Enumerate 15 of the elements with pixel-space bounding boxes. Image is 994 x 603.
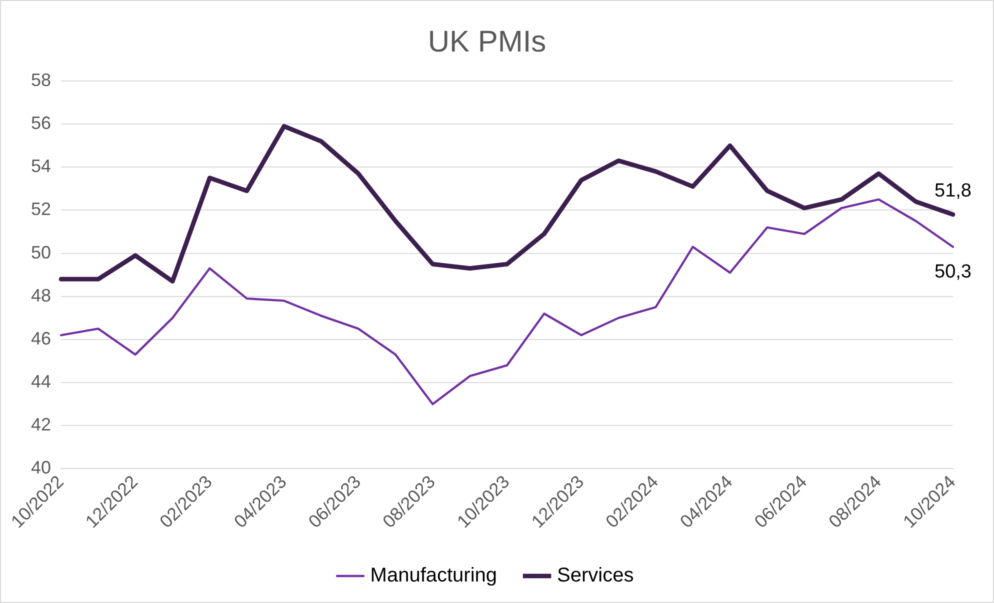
y-tick-label: 44	[30, 372, 52, 392]
chart-title: UK PMIs	[428, 25, 546, 58]
annotation: 50,3	[934, 262, 972, 283]
y-tick-label: 56	[30, 113, 52, 134]
y-tick-label: 50	[30, 242, 52, 262]
legend-label: Services	[557, 564, 634, 587]
y-tick-label: 42	[30, 414, 52, 435]
y-tick-label: 48	[30, 285, 52, 306]
annotation: 51,8	[934, 180, 972, 202]
y-tick-label: 40	[30, 458, 52, 478]
y-tick-label: 54	[30, 156, 52, 176]
legend-label: Manufacturing	[370, 564, 498, 587]
y-tick-label: 46	[30, 328, 52, 348]
y-tick-label: 52	[30, 199, 52, 220]
y-tick-label: 58	[30, 70, 52, 90]
